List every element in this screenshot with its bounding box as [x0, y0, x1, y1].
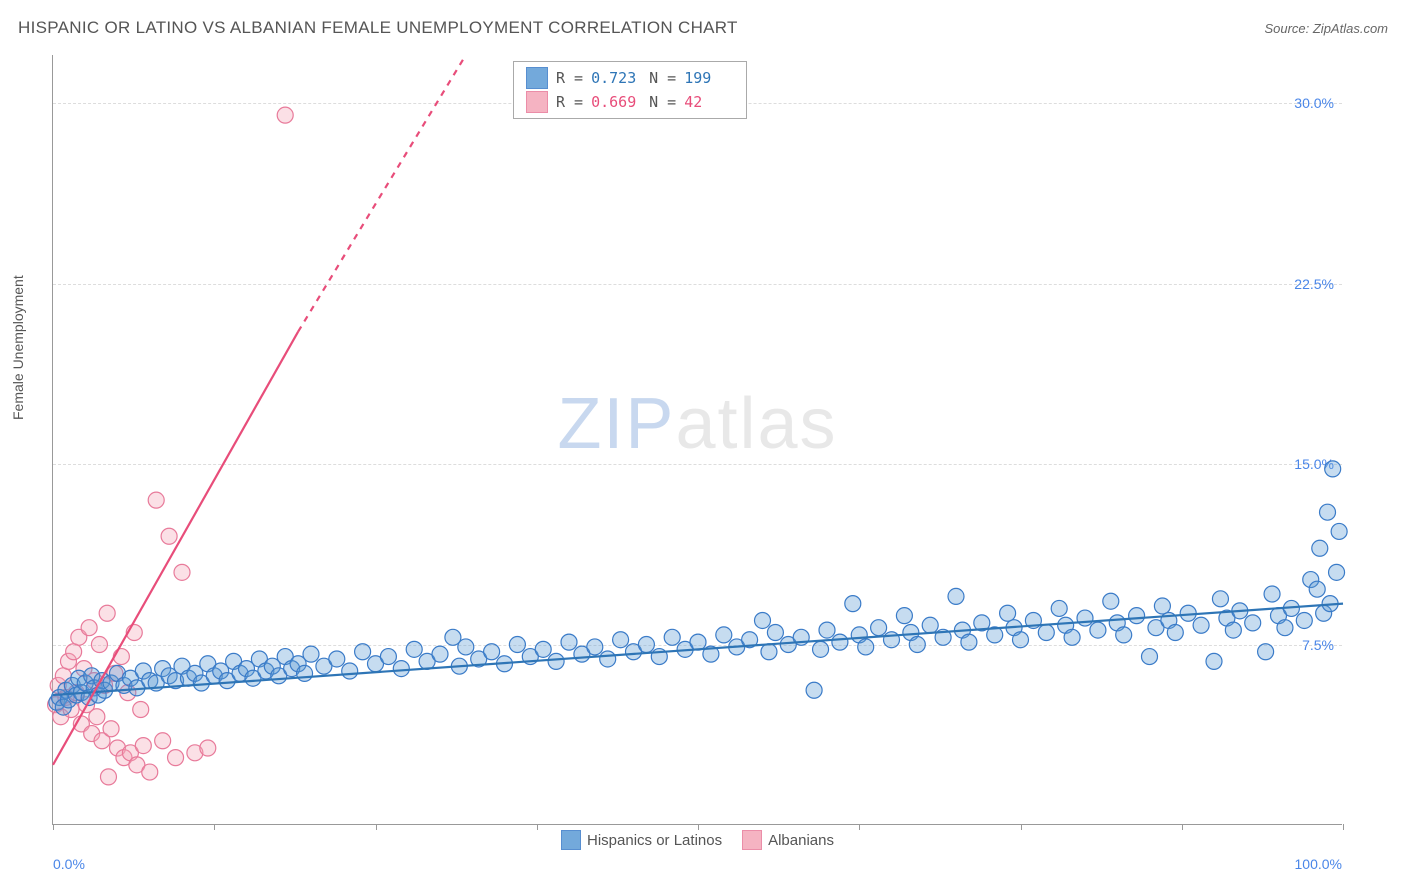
x-axis-max-label: 100.0%: [1295, 856, 1342, 872]
plot-svg: [53, 55, 1342, 824]
series-legend: Hispanics or Latinos Albanians: [53, 830, 1342, 850]
legend-item-blue: Hispanics or Latinos: [561, 830, 722, 850]
chart-title: HISPANIC OR LATINO VS ALBANIAN FEMALE UN…: [18, 18, 738, 38]
y-axis-label: Female Unemployment: [10, 275, 26, 420]
title-bar: HISPANIC OR LATINO VS ALBANIAN FEMALE UN…: [18, 18, 1388, 38]
source-attribution: Source: ZipAtlas.com: [1264, 21, 1388, 36]
legend-item-pink: Albanians: [742, 830, 834, 850]
plot-area: ZIPatlas 7.5%15.0%22.5%30.0% 0.0% 100.0%…: [52, 55, 1342, 825]
correlation-legend: R = 0.723 N = 199 R = 0.669 N = 42: [513, 61, 747, 119]
correlation-row-blue: R = 0.723 N = 199: [526, 66, 734, 90]
x-axis-min-label: 0.0%: [53, 856, 85, 872]
swatch-pink-bottom: [742, 830, 762, 850]
correlation-row-pink: R = 0.669 N = 42: [526, 90, 734, 114]
swatch-pink: [526, 91, 548, 113]
swatch-blue: [526, 67, 548, 89]
swatch-blue-bottom: [561, 830, 581, 850]
